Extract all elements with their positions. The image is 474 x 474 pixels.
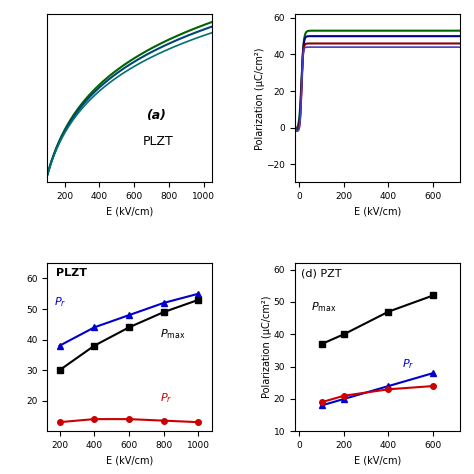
X-axis label: E (kV/cm): E (kV/cm) <box>106 456 154 465</box>
Text: $P_r$: $P_r$ <box>402 357 414 371</box>
Text: $P_r$: $P_r$ <box>160 391 172 405</box>
Y-axis label: Polarization (μC/cm²): Polarization (μC/cm²) <box>255 47 265 150</box>
Text: $P_{\mathrm{max}}$: $P_{\mathrm{max}}$ <box>311 300 337 314</box>
X-axis label: E (kV/cm): E (kV/cm) <box>354 456 401 465</box>
X-axis label: E (kV/cm): E (kV/cm) <box>106 207 154 217</box>
Text: $P_{\mathrm{max}}$: $P_{\mathrm{max}}$ <box>160 327 185 341</box>
Y-axis label: Polarization (μC/cm²): Polarization (μC/cm²) <box>262 296 272 399</box>
X-axis label: E (kV/cm): E (kV/cm) <box>354 207 401 217</box>
Text: PLZT: PLZT <box>143 136 174 148</box>
Text: (d) PZT: (d) PZT <box>301 268 342 278</box>
Text: PLZT: PLZT <box>55 268 87 278</box>
Text: $P_r$: $P_r$ <box>54 295 66 309</box>
Text: (a): (a) <box>146 109 166 121</box>
